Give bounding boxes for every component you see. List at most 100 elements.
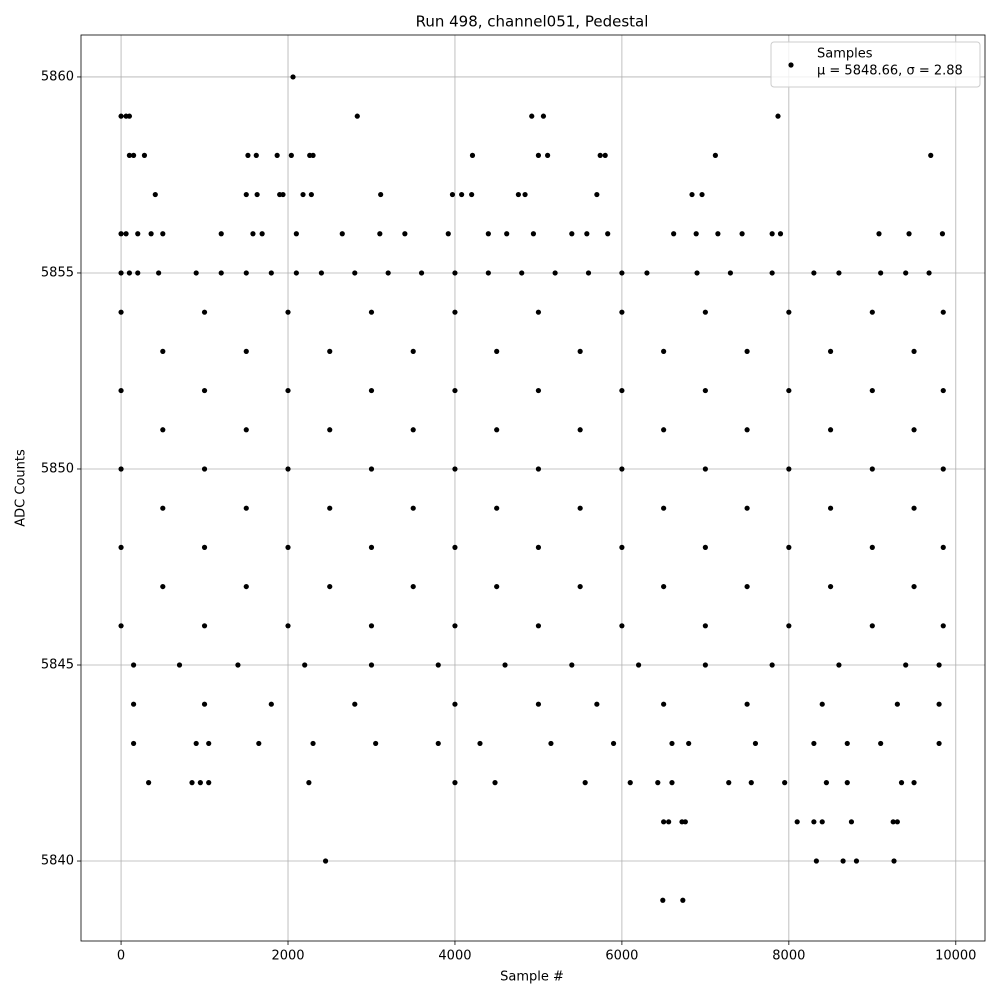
point <box>940 623 946 629</box>
point <box>552 270 558 276</box>
point <box>135 231 141 237</box>
point <box>126 270 133 276</box>
point <box>898 780 905 786</box>
point <box>243 505 249 511</box>
point <box>285 466 291 472</box>
x-tick-label: 0 <box>117 949 125 964</box>
point <box>469 191 475 198</box>
point <box>605 231 611 237</box>
point <box>327 427 333 433</box>
point <box>280 191 286 198</box>
point <box>485 270 491 276</box>
point <box>619 466 625 472</box>
point <box>699 191 705 198</box>
point <box>936 662 942 668</box>
point <box>452 309 458 315</box>
point <box>786 623 792 629</box>
grid <box>81 35 985 941</box>
point <box>689 191 695 198</box>
point <box>661 819 667 825</box>
point <box>577 348 583 354</box>
point <box>635 662 642 668</box>
point <box>160 348 166 354</box>
point <box>310 740 316 747</box>
point <box>206 740 212 747</box>
point <box>308 191 314 198</box>
point <box>410 427 416 433</box>
point <box>844 780 850 786</box>
point <box>452 780 458 786</box>
point <box>529 113 535 119</box>
point <box>160 505 166 511</box>
point <box>577 583 583 590</box>
point <box>878 740 884 747</box>
point <box>794 819 800 825</box>
point <box>502 662 508 668</box>
point <box>256 740 262 747</box>
point <box>939 231 946 237</box>
point <box>702 387 708 394</box>
point <box>130 701 137 707</box>
point <box>445 231 451 237</box>
point <box>827 505 834 511</box>
point <box>669 740 675 747</box>
point <box>452 466 458 472</box>
point <box>775 113 781 119</box>
point <box>368 309 375 315</box>
legend-marker <box>788 62 794 68</box>
point <box>118 270 124 276</box>
legend-box <box>770 41 981 88</box>
point <box>911 427 917 433</box>
point <box>218 270 224 276</box>
point <box>530 231 537 237</box>
point <box>890 819 896 825</box>
point <box>594 191 600 198</box>
point <box>535 152 542 158</box>
point <box>243 427 249 433</box>
point <box>926 270 932 276</box>
point <box>201 309 208 315</box>
point <box>452 544 458 550</box>
point <box>669 780 675 786</box>
point <box>368 466 375 472</box>
point <box>769 231 775 237</box>
point <box>418 270 425 276</box>
point <box>660 897 666 903</box>
x-tick-label: 10000 <box>935 949 976 964</box>
point <box>285 623 291 629</box>
plot-frame <box>80 34 986 942</box>
chart-title: Run 498, channel051, Pedestal <box>416 13 649 31</box>
point <box>250 231 256 237</box>
point <box>385 270 391 276</box>
point <box>702 623 708 629</box>
point <box>494 583 500 590</box>
point <box>786 309 792 315</box>
point <box>118 231 124 237</box>
point <box>619 270 625 276</box>
point <box>903 270 909 276</box>
point <box>268 270 274 276</box>
point <box>123 231 129 237</box>
point <box>744 348 750 354</box>
point <box>682 819 688 825</box>
point <box>619 544 625 550</box>
point <box>148 231 154 237</box>
point <box>201 623 208 629</box>
point <box>940 387 946 394</box>
point <box>469 152 476 158</box>
point <box>135 270 141 276</box>
point <box>410 505 416 511</box>
point <box>245 152 251 158</box>
y-axis-label: ADC Counts <box>14 449 29 527</box>
point <box>327 505 333 511</box>
point <box>378 191 384 198</box>
point <box>894 701 900 707</box>
point <box>936 740 942 747</box>
point <box>435 662 441 668</box>
point <box>318 270 324 276</box>
point <box>602 152 608 158</box>
point <box>327 583 333 590</box>
point <box>130 740 137 747</box>
point <box>352 701 358 707</box>
